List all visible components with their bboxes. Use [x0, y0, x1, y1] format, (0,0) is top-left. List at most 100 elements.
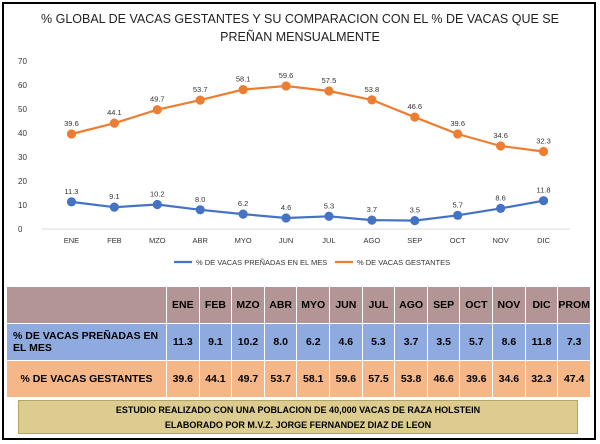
data-label: 11.8 [537, 186, 551, 195]
table-cell: 5.7 [459, 323, 494, 361]
y-tick-label: 50 [18, 105, 27, 114]
study-note-line2: ELABORADO POR M.V.Z. JORGE FERNANDEZ DIA… [164, 420, 432, 430]
data-point [324, 86, 334, 96]
data-point [238, 209, 248, 219]
table-cell: 53.7 [263, 360, 298, 398]
data-label: 8.0 [195, 195, 205, 204]
table-cell: 53.8 [394, 360, 428, 398]
table-cell: 8.0 [263, 323, 298, 361]
table-header-cell: ABR [263, 286, 298, 324]
x-tick-label: SEP [407, 236, 422, 245]
data-label: 59.6 [279, 71, 294, 80]
data-label: 11.3 [64, 187, 78, 196]
x-tick-label: OCT [450, 236, 466, 245]
data-point [281, 213, 291, 223]
legend: % DE VACAS PREÑADAS EN EL MES % DE VACAS … [174, 258, 450, 267]
series-line-0 [71, 199, 544, 222]
table-cell: 9.1 [198, 323, 233, 361]
data-point [195, 95, 205, 105]
y-tick-label: 40 [18, 129, 27, 138]
data-label: 34.6 [493, 131, 508, 140]
legend-entry: % DE VACAS GESTANTES [357, 258, 450, 267]
table-header-cell: AGO [394, 286, 428, 324]
table-cell: 57.5 [361, 360, 396, 398]
table-cell: 34.6 [492, 360, 526, 398]
data-label: 10.2 [150, 190, 165, 199]
data-point [66, 197, 77, 207]
data-table: ENE FEB MZO ABR MYO JUN JUL AGO SEP OCT … [6, 286, 591, 398]
table-row-prenadas: % DE VACAS PREÑADAS EN EL MES 11.3 9.1 1… [6, 323, 591, 361]
table-header-cell: JUL [361, 286, 396, 324]
data-point [496, 141, 506, 151]
legend-entry: % DE VACAS PREÑADAS EN EL MES [196, 258, 327, 267]
table-header-cell: OCT [459, 286, 494, 324]
data-point [152, 105, 162, 115]
table-header-row: ENE FEB MZO ABR MYO JUN JUL AGO SEP OCT … [6, 286, 591, 324]
x-tick-label: DIC [537, 236, 551, 245]
data-label: 4.6 [281, 203, 291, 212]
table-cell: 39.6 [459, 360, 494, 398]
y-axis: 0 10 20 30 40 50 60 70 [18, 57, 27, 234]
table-header-cell: DIC [524, 286, 559, 324]
data-label: 44.1 [107, 108, 122, 117]
data-point [453, 210, 463, 220]
study-note-line1: ESTUDIO REALIZADO CON UNA POBLACION DE 4… [115, 405, 481, 415]
table-header-cell: MZO [231, 286, 265, 324]
table-cell: 39.6 [166, 360, 200, 398]
table-cell: 49.7 [231, 360, 265, 398]
x-tick-label: ENE [64, 236, 79, 245]
series-line-1 [71, 84, 544, 153]
table-cell: 44.1 [198, 360, 233, 398]
data-point [109, 202, 119, 212]
table-row-label: % DE VACAS GESTANTES [6, 360, 167, 398]
data-label: 53.8 [365, 85, 380, 94]
study-note: ESTUDIO REALIZADO CON UNA POBLACION DE 4… [18, 400, 578, 434]
x-tick-label: MZO [149, 236, 166, 245]
table-header-cell: SEP [426, 286, 461, 324]
data-label: 5.3 [324, 201, 334, 210]
data-point [281, 81, 291, 91]
table-row-gestantes: % DE VACAS GESTANTES 39.6 44.1 49.7 53.7… [6, 360, 591, 398]
data-point [538, 146, 549, 157]
table-header-cell: JUN [329, 286, 363, 324]
data-point [367, 215, 377, 225]
data-point [410, 216, 420, 226]
table-cell: 10.2 [231, 323, 265, 361]
table-cell: 11.3 [166, 323, 200, 361]
table-header-cell: NOV [492, 286, 526, 324]
x-tick-label: FEB [107, 236, 122, 245]
chart-title: % GLOBAL DE VACAS GESTANTES Y SU COMPARA… [40, 10, 560, 46]
table-cell: 8.6 [492, 323, 526, 361]
data-label: 9.1 [109, 192, 119, 201]
x-tick-label: NOV [492, 236, 508, 245]
data-point [238, 84, 248, 95]
data-point [538, 196, 549, 206]
table-cell: 5.3 [361, 323, 396, 361]
x-tick-label: MYO [235, 236, 252, 245]
table-cell: 47.4 [557, 360, 591, 398]
line-chart: 0 10 20 30 40 50 60 70 ENE FEB MZO ABR MYO JUN JUL AGO… [18, 57, 570, 267]
data-label: 3.5 [410, 206, 420, 215]
y-tick-label: 70 [18, 57, 27, 66]
data-label: 58.1 [236, 75, 251, 84]
data-point [195, 205, 205, 215]
y-tick-label: 20 [18, 177, 27, 186]
data-label: 57.5 [322, 76, 337, 85]
data-label: 46.6 [407, 102, 422, 111]
data-label: 39.6 [64, 119, 79, 128]
data-point [66, 129, 77, 139]
chart-title-line1: % GLOBAL DE VACAS GESTANTES Y SU COMPARA… [41, 12, 559, 26]
data-label: 32.3 [536, 136, 551, 145]
table-header-cell: PROM [557, 286, 591, 324]
table-header-cell: MYO [296, 286, 331, 324]
x-tick-label: ABR [192, 236, 208, 245]
table-cell: 6.2 [296, 323, 331, 361]
y-tick-label: 10 [18, 201, 27, 210]
data-point [324, 211, 334, 221]
table-cell: 3.7 [394, 323, 428, 361]
y-tick-label: 60 [18, 81, 27, 90]
table-cell: 46.6 [426, 360, 461, 398]
data-point [453, 129, 463, 139]
data-label: 49.7 [150, 95, 165, 104]
data-point [109, 118, 119, 128]
